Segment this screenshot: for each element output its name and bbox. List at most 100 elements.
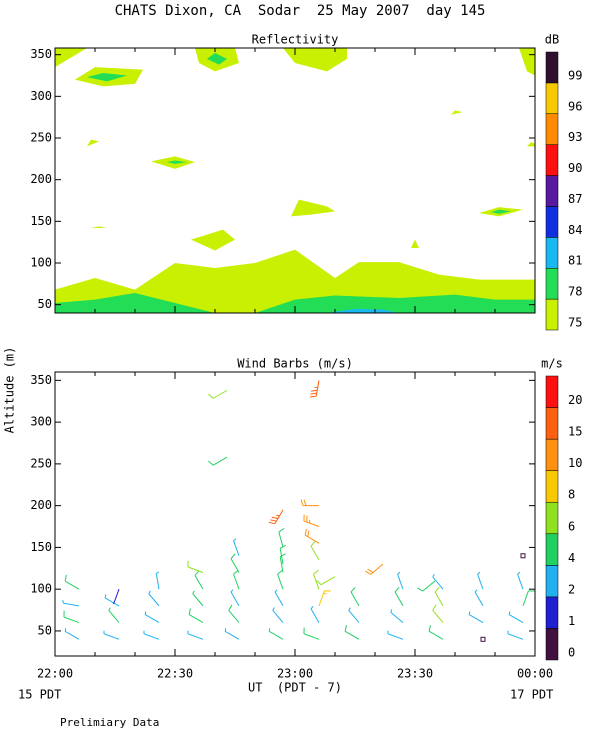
- barb-staff: [64, 580, 80, 590]
- wind-barb: [277, 569, 284, 590]
- wind-barb: [224, 628, 240, 640]
- colorbar-tick-label: 4: [568, 551, 575, 565]
- barb-feather: [434, 586, 440, 593]
- barb-staff: [348, 610, 360, 623]
- barb-staff: [277, 573, 284, 590]
- barb-staff: [304, 534, 320, 544]
- contour-region: [207, 53, 227, 65]
- barb-feather: [428, 624, 431, 632]
- barb-feather: [309, 395, 317, 398]
- colorbar-cell: [545, 237, 559, 269]
- wind-barb: [208, 456, 228, 466]
- contour-region: [55, 48, 87, 68]
- wind-barb: [480, 636, 486, 642]
- colorbar-cell: [545, 438, 559, 471]
- colorbar-cell: [545, 565, 559, 598]
- colorbar-cell: [545, 596, 559, 629]
- barb-half-feather: [64, 628, 67, 632]
- colorbar-cell: [545, 113, 559, 145]
- barb-half-feather: [233, 538, 237, 542]
- barb-feather: [228, 604, 233, 611]
- wind-barb: [144, 611, 160, 624]
- barb-staff: [428, 630, 444, 640]
- barb-staff: [104, 597, 120, 607]
- wind-barb: [278, 528, 285, 548]
- wind-barb: [187, 560, 204, 573]
- barb-staff: [224, 630, 240, 640]
- barb-staff: [63, 616, 80, 624]
- wind-barb: [417, 580, 436, 592]
- colorbar-tick-label: 81: [568, 254, 582, 268]
- wind-barb: [63, 610, 80, 624]
- panel-title: Wind Barbs (m/s): [237, 357, 353, 371]
- barb-feather: [268, 521, 276, 525]
- barb-staff: [113, 589, 120, 605]
- y-tick-label: 150: [30, 540, 52, 554]
- barb-feather: [310, 389, 318, 392]
- calm-marker: [480, 636, 486, 642]
- barb-feather: [300, 499, 304, 506]
- x-tick-label: 23:00: [277, 667, 313, 681]
- barb-staff: [143, 633, 160, 640]
- wind-barb: [230, 589, 240, 607]
- barb-staff: [148, 593, 160, 607]
- x-tick-label: 00:00: [517, 667, 553, 681]
- colorbar-tick-label: 84: [568, 223, 582, 237]
- contour-region: [91, 226, 107, 228]
- barb-feather: [307, 530, 310, 537]
- barb-staff: [279, 556, 284, 573]
- barb-staff: [274, 591, 284, 607]
- barb-staff: [468, 614, 484, 624]
- barb-half-feather: [517, 571, 521, 575]
- wind-barb: [64, 628, 80, 640]
- barb-feather: [310, 541, 316, 547]
- colorbar-tick-label: 75: [568, 316, 582, 330]
- x-axis-label: UT (PDT - 7): [248, 681, 342, 695]
- colorbar-cell: [545, 144, 559, 176]
- wind-barb: [365, 563, 384, 575]
- wind-barb: [64, 574, 80, 590]
- barb-half-feather: [508, 611, 511, 615]
- y-axis-label: Altitude (m): [3, 347, 17, 434]
- barb-half-feather: [348, 607, 351, 611]
- colorbar-tick-label: 6: [568, 519, 575, 533]
- wind-barb: [318, 590, 331, 607]
- wind-barb: [508, 611, 524, 624]
- barb-staff: [517, 573, 524, 590]
- contour-region: [283, 48, 347, 72]
- barb-staff: [313, 573, 320, 590]
- y-tick-label: 300: [30, 89, 52, 103]
- colorbar-cell: [545, 470, 559, 503]
- wind-barb: [103, 630, 120, 640]
- wind-barb: [187, 630, 204, 640]
- wind-barb: [522, 590, 535, 607]
- y-tick-label: 350: [30, 373, 52, 387]
- colorbar-tick-label: 87: [568, 192, 582, 206]
- wind-barb: [309, 380, 320, 398]
- barb-half-feather: [474, 589, 478, 593]
- barb-staff: [315, 380, 320, 397]
- wind-barb: [477, 571, 484, 590]
- colorbar-tick-label: 78: [568, 285, 582, 299]
- colorbar-cell: [545, 206, 559, 238]
- wind-barb: [155, 571, 160, 590]
- wind-barb: [208, 389, 228, 399]
- barb-half-feather: [276, 514, 280, 517]
- contour-region: [411, 239, 419, 248]
- barb-staff: [390, 611, 404, 623]
- barb-feather: [313, 569, 319, 575]
- barb-feather: [208, 460, 214, 466]
- barb-staff: [320, 576, 336, 586]
- wind-barb: [313, 569, 320, 590]
- colorbar-tick-label: 1: [568, 614, 575, 628]
- wind-barb: [268, 628, 284, 640]
- barb-staff: [432, 610, 444, 623]
- wind-barb: [387, 630, 404, 640]
- barb-staff: [192, 593, 204, 607]
- colorbar-tick-label: 2: [568, 582, 575, 596]
- barb-staff: [434, 591, 444, 607]
- wind-barb: [316, 576, 336, 586]
- contour-region: [451, 110, 463, 115]
- chart-title: CHATS Dixon, CA Sodar 25 May 2007 day 14…: [115, 3, 486, 19]
- barb-staff: [194, 575, 204, 590]
